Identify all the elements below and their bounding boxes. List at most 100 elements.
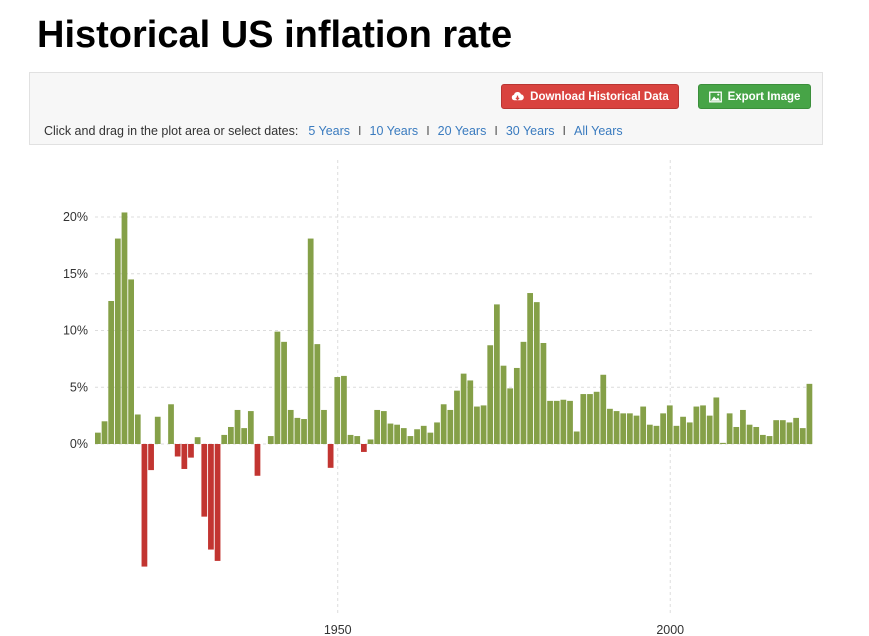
bar-1926	[174, 444, 181, 457]
range-20-years-link[interactable]: 20 Years	[437, 124, 487, 138]
y-tick-label: 15%	[63, 267, 88, 281]
bar-1967	[447, 409, 454, 444]
bar-1962	[414, 429, 420, 445]
bar-1927	[181, 444, 188, 469]
bar-1953	[354, 436, 361, 444]
bar-2019	[793, 417, 799, 444]
bar-1993	[620, 413, 627, 444]
export-image-button[interactable]: Export Image	[698, 84, 811, 109]
bar-2003	[686, 422, 693, 444]
bar-1916	[108, 300, 115, 444]
bar-1941	[274, 331, 281, 444]
bar-2002	[680, 416, 686, 444]
bar-1946	[307, 238, 314, 444]
bar-1994	[627, 413, 633, 444]
bar-1974	[494, 304, 500, 444]
bar-1961	[407, 436, 414, 444]
bar-1963	[420, 425, 427, 444]
bar-1971	[474, 406, 480, 444]
bar-1936	[241, 428, 248, 444]
bar-1977	[513, 367, 520, 444]
range-30-years-link[interactable]: 30 Years	[505, 124, 555, 138]
bar-2021	[806, 383, 813, 444]
image-icon	[708, 91, 722, 102]
download-button-label: Download Historical Data	[530, 90, 669, 103]
bar-2011	[740, 409, 746, 444]
range-10-years-link[interactable]: 10 Years	[369, 124, 419, 138]
chart-tick-labels: 0% 5% 10% 15% 20% 1950 2000	[63, 210, 684, 636]
bar-1934	[228, 426, 234, 444]
bar-1957	[380, 411, 387, 444]
bar-1976	[507, 388, 514, 444]
x-tick-label: 1950	[324, 623, 352, 636]
bar-1986	[573, 431, 580, 444]
bar-1987	[580, 394, 587, 444]
bar-1978	[520, 341, 527, 444]
bar-1979	[527, 293, 533, 444]
bar-1999	[660, 413, 666, 444]
bar-1975	[500, 365, 507, 444]
y-tick-label: 0%	[70, 437, 88, 451]
bar-2000	[666, 405, 673, 444]
bar-1981	[540, 342, 547, 445]
bar-1925	[168, 404, 174, 444]
bar-1995	[633, 415, 640, 445]
bar-1918	[121, 212, 128, 444]
bar-1972	[480, 405, 487, 444]
bar-1985	[567, 400, 573, 444]
bar-1983	[553, 400, 560, 444]
bar-2001	[673, 425, 680, 444]
bar-1958	[387, 423, 394, 444]
y-tick-label: 10%	[63, 324, 88, 338]
bar-2004	[693, 406, 700, 444]
bar-2018	[786, 422, 793, 444]
bar-1969	[460, 373, 467, 444]
bar-1959	[394, 424, 400, 444]
export-button-label: Export Image	[727, 90, 801, 103]
range-separator: I	[426, 124, 430, 138]
bar-1964	[427, 432, 434, 444]
bar-1956	[374, 409, 381, 444]
bar-1997	[646, 424, 653, 444]
bar-1982	[547, 400, 553, 444]
bar-1938	[254, 444, 261, 476]
range-all-years-link[interactable]: All Years	[573, 124, 623, 138]
range-separator: I	[562, 124, 566, 138]
bar-1966	[440, 404, 447, 444]
bar-2017	[779, 420, 786, 445]
y-tick-label: 20%	[63, 210, 88, 224]
bar-2015	[766, 436, 773, 444]
bar-1996	[640, 406, 647, 444]
bar-1955	[367, 439, 374, 444]
bar-1935	[234, 409, 241, 444]
range-5-years-link[interactable]: 5 Years	[308, 124, 351, 138]
bar-1944	[294, 417, 301, 444]
bar-1940	[267, 436, 274, 444]
bar-2010	[733, 426, 740, 444]
bar-2009	[726, 413, 733, 444]
bar-1945	[301, 419, 307, 444]
bar-1954	[361, 444, 367, 452]
chart-bars	[95, 212, 813, 567]
bar-1991	[607, 408, 613, 444]
bar-2006	[706, 415, 713, 445]
chart-toolbar: Download Historical Data Export Image Cl…	[29, 72, 823, 145]
download-historical-data-button[interactable]: Download Historical Data	[501, 84, 679, 109]
bar-1992	[613, 411, 620, 444]
bar-2005	[700, 405, 706, 444]
bar-1980	[533, 302, 540, 445]
y-tick-label: 5%	[70, 380, 88, 394]
bar-1951	[341, 375, 347, 444]
bar-1942	[281, 341, 287, 444]
bar-1968	[454, 390, 460, 444]
bar-1988	[587, 394, 593, 444]
range-separator: I	[494, 124, 498, 138]
bar-1923	[154, 416, 161, 444]
bar-1933	[221, 434, 228, 444]
bar-1965	[434, 422, 440, 444]
range-separator: I	[358, 124, 362, 138]
inflation-chart[interactable]: 0% 5% 10% 15% 20% 1950 2000	[0, 150, 869, 636]
bar-1937	[247, 411, 254, 444]
bar-1949	[327, 444, 334, 468]
bar-1952	[347, 434, 354, 444]
